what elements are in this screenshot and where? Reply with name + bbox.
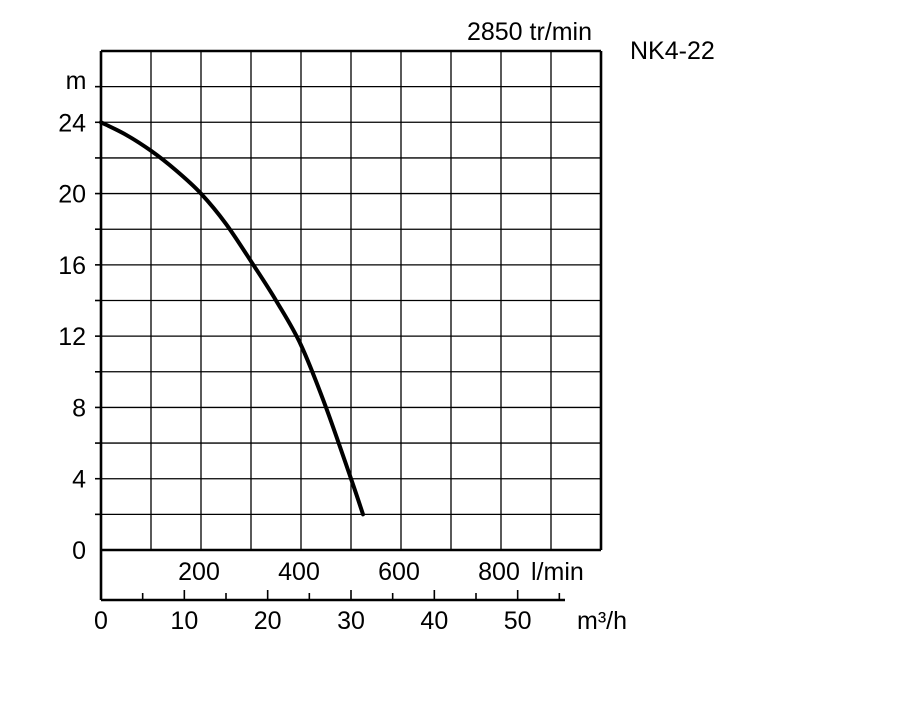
y-tick-label: 0 [72,537,86,565]
x-tick-label-m3h: 10 [170,607,198,635]
x-tick-label-m3h: 0 [94,607,108,635]
y-tick-label: 24 [58,109,86,137]
y-tick-label: 20 [58,181,86,209]
x-tick-label-m3h: 30 [337,607,365,635]
x-tick-label-lmin: 600 [378,558,420,586]
x-tick-label-lmin: 800 [478,558,520,586]
y-tick-label: 4 [72,466,86,494]
x-tick-label-lmin: 200 [178,558,220,586]
x-unit-lmin: l/min [531,558,584,586]
y-tick-label: 8 [72,394,86,422]
x-tick-label-lmin: 400 [278,558,320,586]
y-tick-label: 12 [58,323,86,351]
head-curve [99,120,365,517]
series-layer [99,120,365,517]
x-tick-label-m3h: 20 [254,607,282,635]
y-axis-label: m [66,67,87,95]
subtitle: 2850 tr/min [467,18,592,46]
grid [99,49,603,602]
x-tick-label-m3h: 50 [504,607,532,635]
chart-title: NK4-22 [630,37,715,65]
x-unit-m3h: m³/h [577,607,627,635]
axis-ticks [95,85,561,600]
y-tick-label: 16 [58,252,86,280]
x-tick-label-m3h: 40 [420,607,448,635]
labels: 2850 tr/min NK4-22 m l/min m³/h 0 4 8 12 16 2… [58,18,715,635]
